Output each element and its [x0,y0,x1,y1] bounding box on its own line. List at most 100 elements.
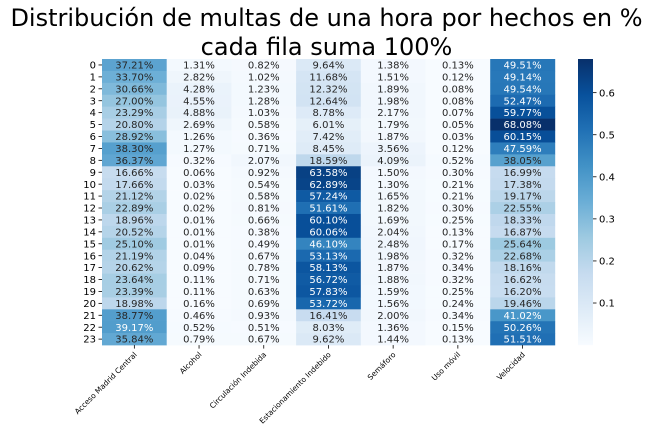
heatmap-cell [231,225,297,239]
cell-value-label: 49.51% [503,61,541,72]
cell-value-label: 49.14% [503,72,541,83]
colorbar-tick-label: 0.6 [599,88,615,99]
cell-value-label: 1.36% [377,323,409,334]
heatmap-cell [166,261,232,274]
heatmap-cell [166,249,232,262]
heatmap-cell [490,118,556,131]
row-tick-label: 7 [90,144,96,155]
cell-value-label: 39.17% [115,323,153,334]
row-tick-label: 0 [90,61,96,72]
heatmap-cell [360,142,426,155]
heatmap-cell [166,333,232,346]
cell-value-label: 57.24% [309,192,347,203]
heatmap-cell [490,261,556,274]
row-tick-label: 3 [90,96,96,107]
cell-value-label: 18.59% [309,156,347,167]
heatmap-cell [102,202,167,215]
cell-value-label: 1.98% [377,96,409,107]
cell-value-label: 33.70% [115,72,153,83]
heatmap-cell [166,202,232,215]
heatmap-cell [102,70,167,84]
cell-value-label: 11.68% [309,72,347,83]
heatmap-cell [166,297,232,310]
heatmap-cell [231,249,297,262]
heatmap-cell [231,118,297,131]
cell-value-label: 27.00% [115,96,153,107]
cell-value-label: 46.10% [309,239,347,250]
cell-value-label: 1.23% [248,84,280,95]
row-tick-label: 17 [83,263,96,274]
cell-value-label: 3.56% [377,144,409,155]
cell-value-label: 0.12% [442,144,474,155]
column-tick-label: Uso móvil [430,350,462,382]
column-tick-label: Alcohol [178,350,204,376]
heatmap-cell [166,82,232,96]
heatmap-cell [425,333,491,346]
heatmap-cell [425,190,491,203]
cell-value-label: 53.72% [309,299,347,310]
cell-value-label: 16.66% [115,168,153,179]
heatmap-cell [102,261,167,274]
cell-value-label: 2.48% [377,239,409,250]
row-tick-label: 13 [83,216,96,227]
cell-value-label: 51.61% [309,204,347,215]
cell-value-label: 22.55% [503,204,541,215]
cell-value-label: 1.50% [377,168,409,179]
heatmap-cell [490,142,556,155]
cell-value-label: 17.38% [503,180,541,191]
cell-value-label: 16.87% [503,227,541,238]
heatmap-cell [425,202,491,215]
heatmap-cell [360,130,426,143]
cell-value-label: 0.38% [248,227,280,238]
cell-value-label: 56.72% [309,275,347,286]
cell-value-label: 1.89% [377,84,409,95]
heatmap-cell [102,82,167,96]
heatmap-cell [102,130,167,143]
colorbar-tick-label: 0.4 [599,172,615,183]
cell-value-label: 60.10% [309,216,347,227]
heatmap-cell [360,82,426,96]
heatmap-cell [490,309,556,322]
cell-value-label: 0.13% [442,335,474,346]
cell-value-label: 0.15% [442,323,474,334]
heatmap-cell [102,190,167,203]
cell-value-label: 0.52% [183,323,215,334]
row-tick-label: 22 [83,323,96,334]
cell-value-label: 2.00% [377,311,409,322]
cell-value-label: 1.82% [377,204,409,215]
heatmap-cell [425,142,491,155]
heatmap-cell [102,225,167,239]
cell-value-label: 0.03% [442,132,474,143]
heatmap-cell [425,106,491,119]
cell-value-label: 35.84% [115,335,153,346]
cell-value-label: 21.19% [115,251,153,262]
heatmap-cell [166,130,232,143]
heatmap-cell [102,249,167,262]
cell-value-label: 0.02% [183,192,215,203]
cell-value-label: 2.07% [248,156,280,167]
heatmap-cell [166,309,232,322]
cell-value-label: 0.32% [183,156,215,167]
cell-value-label: 12.64% [309,96,347,107]
row-tick-label: 10 [83,180,96,191]
heatmap-cell [490,321,556,334]
heatmap-cell [296,94,362,107]
heatmap-cell [166,59,232,72]
heatmap-cell [490,297,556,310]
heatmap-cell [231,59,297,72]
heatmap-cell [231,213,297,227]
heatmap-cell [231,297,297,310]
colorbar-tick-label: 0.3 [599,214,615,225]
cell-value-label: 6.01% [313,120,345,131]
cell-value-label: 8.78% [313,108,345,119]
heatmap-cell [425,225,491,239]
heatmap-cell [296,249,362,262]
cell-value-label: 1.87% [377,132,409,143]
cell-value-label: 60.15% [503,132,541,143]
heatmap-cell [166,178,232,191]
heatmap-cell [490,106,556,119]
row-tick-label: 6 [90,132,96,143]
heatmap-cell [360,309,426,322]
cell-value-label: 0.01% [183,239,215,250]
heatmap-cell [102,297,167,310]
